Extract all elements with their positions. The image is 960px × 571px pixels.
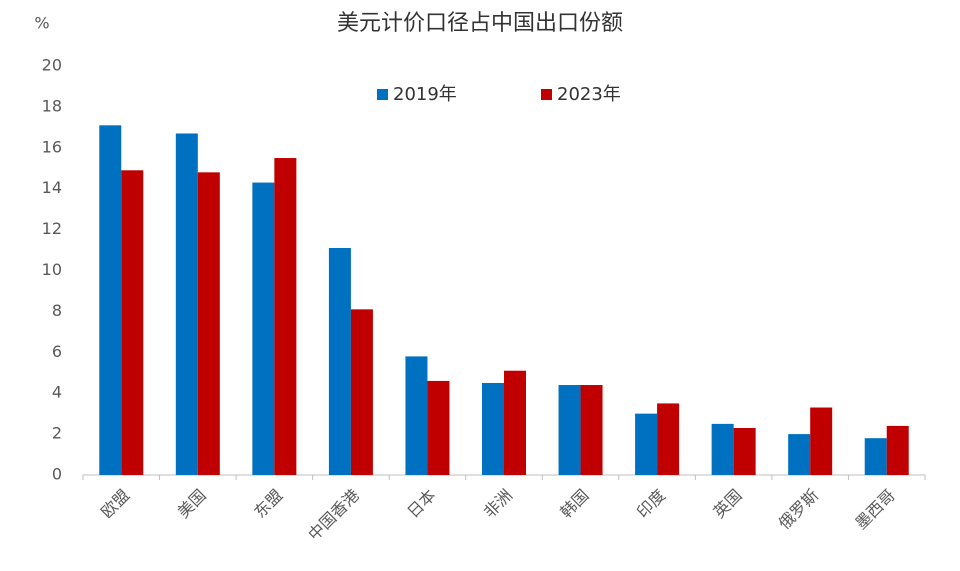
bar [482, 382, 504, 475]
x-tick-label: 中国香港 [304, 486, 363, 545]
bar [328, 248, 351, 475]
bar [197, 172, 220, 475]
legend-label: 2019年 [393, 84, 457, 105]
y-axis-label: % [34, 14, 49, 33]
bar [733, 427, 756, 475]
y-tick-label: 4 [52, 383, 62, 402]
bar [504, 370, 526, 475]
bar [635, 413, 658, 475]
bar [864, 438, 887, 475]
chart-title: 美元计价口径占中国出口份额 [337, 11, 623, 36]
legend-label: 2023年 [557, 84, 621, 105]
y-tick-label: 0 [52, 465, 62, 484]
legend-swatch [541, 89, 552, 100]
bar [580, 385, 603, 475]
bar [810, 407, 833, 475]
bar [274, 158, 297, 475]
bar [350, 309, 373, 475]
x-tick-label: 欧盟 [97, 486, 133, 522]
x-tick-label: 英国 [710, 486, 746, 522]
y-tick-label: 14 [42, 178, 62, 197]
y-tick-label: 6 [52, 342, 62, 361]
x-tick-label: 墨西哥 [851, 486, 898, 533]
x-tick-label: 印度 [633, 486, 669, 522]
y-tick-label: 10 [42, 260, 62, 279]
bar [558, 385, 581, 475]
bar [121, 170, 144, 476]
x-tick-label: 东盟 [250, 486, 286, 522]
bar [788, 434, 811, 475]
bar [252, 182, 275, 475]
y-tick-label: 20 [42, 56, 62, 75]
x-tick-label: 俄罗斯 [775, 486, 822, 533]
bar [886, 425, 909, 475]
x-tick-label: 非洲 [480, 486, 516, 522]
y-tick-label: 2 [52, 424, 62, 443]
y-tick-label: 16 [42, 137, 62, 156]
bar [405, 356, 428, 475]
y-tick-label: 18 [42, 96, 62, 115]
x-tick-label: 美国 [174, 486, 210, 522]
bar [657, 403, 680, 475]
x-tick-label: 日本 [403, 486, 439, 522]
legend-swatch [377, 89, 388, 100]
x-tick-label: 韩国 [556, 486, 592, 522]
bar [427, 380, 450, 475]
bar [711, 423, 734, 475]
y-tick-label: 12 [42, 219, 62, 238]
bar [175, 133, 198, 476]
y-tick-label: 8 [52, 301, 62, 320]
bar [99, 125, 122, 476]
